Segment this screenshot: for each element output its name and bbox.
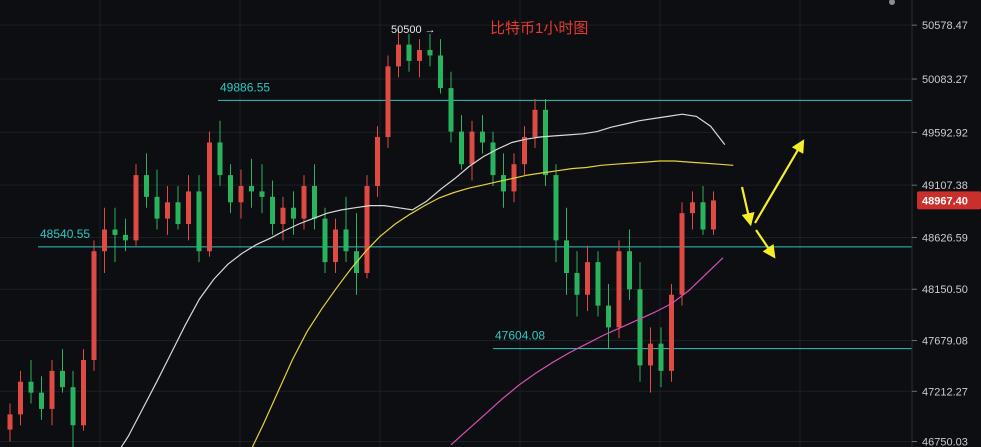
candle-body [553,175,559,241]
level-label: 47604.08 [495,329,545,343]
current-price-label: 48967.40 [922,195,968,207]
direction-arrows [740,139,805,259]
candle-body [322,218,328,263]
candle-body [427,50,433,56]
level-label: 48540.55 [40,227,90,241]
candle-body [123,234,128,241]
axis-tick-label: 47212.27 [922,386,968,398]
candle-body [133,175,139,241]
level-label: 49886.55 [220,80,270,94]
candle-body [490,142,496,176]
candle-body [606,305,611,328]
candle-body [501,175,506,192]
candle-body [81,359,86,426]
candle-body [91,251,97,360]
candle-body [259,191,265,197]
candle-body [480,131,485,143]
candle-body [585,262,590,295]
candle-body [385,66,391,138]
candle-body [711,200,716,230]
candle-body [207,142,212,252]
candle-body [564,240,569,273]
candle-body [112,229,118,235]
current-price-badge [917,191,981,210]
candle-body [543,109,548,176]
candle-body [249,185,254,192]
candle-body [574,272,580,295]
candle-body [406,44,412,61]
axis-tick-label: 49592.92 [922,127,968,139]
candles [7,28,716,447]
down-arrow [755,229,776,259]
moving-averages [120,113,734,447]
candle-body [459,131,464,165]
axis-tick-label: 48626.59 [922,232,968,244]
axis-tick-label: 49107.38 [922,180,968,192]
candle-body [102,229,107,252]
candle-body [291,207,296,219]
settings-dot-icon[interactable] [889,0,895,5]
candle-body [196,191,202,252]
grid [0,0,912,447]
down-arrow [740,186,755,227]
candle-body [690,202,695,214]
candle-body [270,196,275,225]
price-axis[interactable]: 50578.47 50083.27 49592.92 49107.38 48626.59… [911,0,981,447]
candle-body [333,229,338,263]
peak-annotation: 50500 → [391,24,436,36]
candle-body [700,202,706,230]
candle-body [616,251,622,328]
candle-body [154,196,160,219]
candle-body [469,131,475,165]
ma-line-white [120,113,726,447]
candle-body [522,137,527,165]
candle-body [18,381,23,415]
candle-body [165,202,170,219]
candle-body [364,185,370,273]
candle-body [595,262,601,306]
candle-body [301,185,307,219]
axis-tick-label: 50083.27 [922,74,968,86]
candle-body [39,392,44,409]
candle-body [627,251,632,290]
axis-tick-label: 47679.08 [922,336,968,348]
candle-body [669,294,674,371]
up-arrow [754,139,805,224]
ma-line-magenta [450,257,724,446]
candle-body [70,387,76,426]
candle-body [186,191,191,225]
candle-body [238,185,244,203]
candle-body [144,175,149,197]
axis-tick-label: 48150.50 [922,284,968,296]
axis-background [912,0,981,447]
candle-body [637,289,643,366]
candle-body [375,137,380,186]
ma-line-yellow [251,160,734,447]
candle-body [679,213,685,295]
candle-body [280,207,286,225]
candle-body [532,109,538,138]
candle-body [49,370,55,409]
support-resistance-levels: 49886.55 48540.55 47604.08 [38,80,912,350]
candle-body [60,370,65,388]
candle-body [396,44,401,67]
candle-body [312,185,317,219]
candle-body [228,175,233,203]
candle-body [28,381,34,393]
axis-tick-label: 50578.47 [922,20,968,32]
candle-body [175,202,181,225]
candle-body [438,55,443,89]
candle-body [343,229,349,252]
candle-body [658,343,664,371]
candle-body [448,88,454,132]
candle-body [217,142,223,176]
candle-body [648,343,653,366]
candle-body [417,50,422,61]
axis-tick-label: 46750.03 [922,437,968,447]
candle-body [7,414,13,430]
chart-title: 比特币1小时图 [490,20,588,37]
